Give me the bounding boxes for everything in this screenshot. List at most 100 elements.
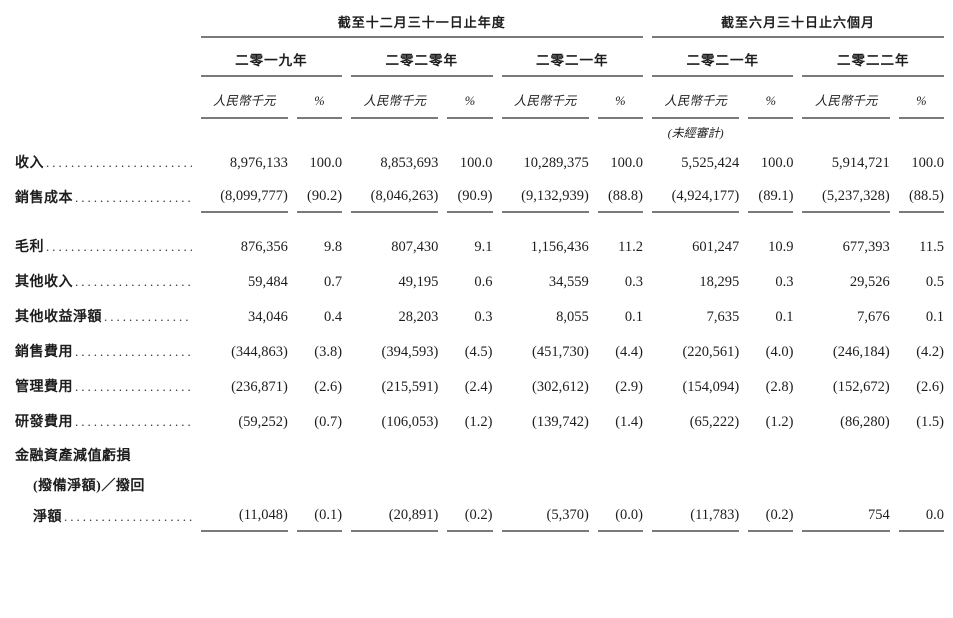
percent-value: (2.8) <box>765 379 794 395</box>
row-label-text: 研發費用 <box>15 415 73 430</box>
percent-value: 0.7 <box>323 274 343 290</box>
percent-value <box>748 437 793 467</box>
amount-value: (11,783) <box>651 497 740 532</box>
row-label: 管理費用....................................… <box>15 367 192 402</box>
row-label: 銷售費用....................................… <box>15 332 192 367</box>
percent-value: (0.0) <box>597 497 643 532</box>
amount-value <box>201 467 288 497</box>
amount-value: 59,484 <box>248 274 288 290</box>
percent-value: (4.0) <box>765 344 794 360</box>
percent-value <box>598 437 643 467</box>
period-group-interim: 截至六月三十日止六個月 <box>651 8 944 38</box>
row-label-text: 銷售成本 <box>15 191 73 206</box>
dot-leader: ...................................... <box>46 239 192 254</box>
row-label-text: 金融資產減值虧損 <box>15 449 131 464</box>
percent-value: 0.4 <box>323 309 343 325</box>
row-label: 毛利...................................... <box>15 213 192 262</box>
percent-value: 11.2 <box>618 239 643 255</box>
period-group-annual: 截至十二月三十一日止年度 <box>200 8 643 38</box>
percent-value: 9.1 <box>474 239 493 255</box>
row-label-text: 其他收益淨額 <box>15 310 102 325</box>
percent-value: (0.2) <box>447 497 493 532</box>
percent-value: (2.6) <box>314 379 343 395</box>
percent-header: % <box>748 77 794 119</box>
amount-value: (9,132,939) <box>501 178 589 213</box>
amount-value <box>502 467 589 497</box>
amount-value: (152,672) <box>832 379 890 395</box>
amount-value <box>652 437 739 467</box>
row-label: 收入...................................... <box>15 143 192 178</box>
percent-value: 0.3 <box>775 274 794 290</box>
amount-value: 1,156,436 <box>530 239 589 255</box>
amount-value <box>201 437 288 467</box>
amount-value: (11,048) <box>200 497 288 532</box>
table-row: 研發費用....................................… <box>15 402 944 437</box>
amount-value: 7,635 <box>706 309 740 325</box>
amount-value: (65,222) <box>689 414 740 430</box>
percent-value: (2.9) <box>615 379 643 395</box>
row-label-text: (撥備淨額)／撥回 <box>33 479 145 494</box>
amount-value: (154,094) <box>682 379 740 395</box>
row-label-text: 其他收入 <box>15 275 73 290</box>
percent-value: (1.5) <box>916 414 944 430</box>
year-header-2019: 二零一九年 <box>200 38 343 77</box>
year-header-2020: 二零二零年 <box>351 38 493 77</box>
percent-value: (3.8) <box>314 344 343 360</box>
percent-value: (90.2) <box>296 178 343 213</box>
row-label-text: 管理費用 <box>15 380 73 395</box>
amount-value: (4,924,177) <box>651 178 740 213</box>
percent-value: 0.6 <box>474 274 493 290</box>
row-label: 其他收入....................................… <box>15 262 192 297</box>
unaudited-note: (未經審計) <box>667 126 724 140</box>
row-label-text: 毛利 <box>15 240 44 255</box>
percent-value: (89.1) <box>748 178 794 213</box>
amount-value: (8,099,777) <box>200 178 288 213</box>
amount-value: (220,561) <box>682 344 740 360</box>
percent-value <box>297 467 342 497</box>
table-row: 管理費用....................................… <box>15 367 944 402</box>
table-row: 銷售費用....................................… <box>15 332 944 367</box>
table-row: 其他收益淨額..................................… <box>15 297 944 332</box>
amount-value: (139,742) <box>532 414 589 430</box>
percent-value: (1.2) <box>464 414 493 430</box>
table-row: (撥備淨額)／撥回 <box>15 467 944 497</box>
percent-value: 0.3 <box>624 274 643 290</box>
row-label-text: 銷售費用 <box>15 345 73 360</box>
amount-value: (246,184) <box>832 344 890 360</box>
unit-header: 人民幣千元 <box>351 77 439 119</box>
amount-value: 5,914,721 <box>831 155 890 171</box>
percent-value <box>447 467 492 497</box>
amount-value: (8,046,263) <box>351 178 439 213</box>
row-label: 其他收益淨額..................................… <box>15 297 192 332</box>
amount-value: 754 <box>802 497 890 532</box>
percent-value: 100.0 <box>911 155 944 171</box>
amount-value: (451,730) <box>532 344 589 360</box>
unit-header: 人民幣千元 <box>651 77 740 119</box>
percent-header: % <box>296 77 343 119</box>
percent-value: (0.1) <box>296 497 343 532</box>
percent-value: 0.1 <box>775 309 794 325</box>
percent-value: 0.0 <box>898 497 944 532</box>
dot-leader: ...................................... <box>75 190 192 205</box>
percent-value <box>899 437 944 467</box>
amount-value: (59,252) <box>238 414 288 430</box>
amount-value: 8,853,693 <box>380 155 439 171</box>
amount-value: 876,356 <box>240 239 288 255</box>
row-label: 金融資產減值虧損 <box>15 437 192 467</box>
amount-value: (302,612) <box>532 379 589 395</box>
percent-value: 0.3 <box>474 309 493 325</box>
percent-value: 9.8 <box>323 239 343 255</box>
table-row: 收入......................................… <box>15 143 944 178</box>
percent-value: 100.0 <box>309 155 343 171</box>
amount-value <box>802 467 889 497</box>
amount-value: 8,055 <box>556 309 589 325</box>
amount-value: (5,370) <box>501 497 589 532</box>
percent-value: 100.0 <box>760 155 794 171</box>
amount-value <box>351 437 438 467</box>
dot-leader: ...................................... <box>104 309 192 324</box>
dot-leader: ...................................... <box>75 274 192 289</box>
table-row: 其他收入....................................… <box>15 262 944 297</box>
amount-value: 807,430 <box>391 239 439 255</box>
amount-value: (215,591) <box>381 379 439 395</box>
percent-value: (4.4) <box>615 344 643 360</box>
